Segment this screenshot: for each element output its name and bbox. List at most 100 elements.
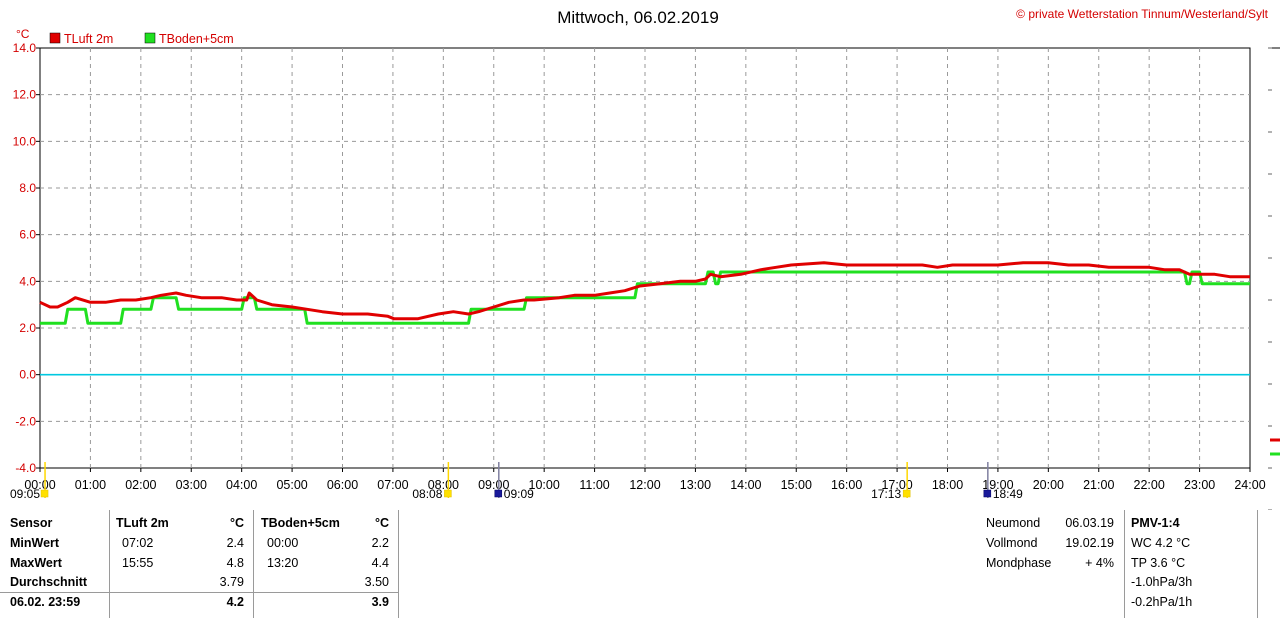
y-tick-label: 4.0: [19, 274, 36, 288]
y-tick-label: -4.0: [15, 461, 36, 475]
mondphase-label: Mondphase: [986, 556, 1052, 570]
x-tick-label: 03:00: [176, 478, 207, 492]
event-time-label: 09:05: [10, 487, 40, 501]
pmv-tp: TP 3.6 °C: [1131, 556, 1186, 570]
copyright-text: © private Wetterstation Tinnum/Westerlan…: [1016, 7, 1269, 21]
max-value-tluft: 4.8: [226, 556, 244, 570]
x-tick-label: 21:00: [1083, 478, 1114, 492]
pmv-title: PMV-1:4: [1131, 516, 1180, 530]
legend-swatch-tboden: [144, 32, 156, 44]
unit-tboden: °C: [374, 516, 389, 530]
x-tick-label: 22:00: [1134, 478, 1165, 492]
x-tick-label: 02:00: [125, 478, 156, 492]
x-tick-label: 12:00: [629, 478, 660, 492]
stats-labels: Sensor MinWert MaxWert Durchschnitt 06.0…: [10, 510, 106, 618]
series-lines: [39, 261, 1250, 325]
event-time-label: 18:49: [993, 487, 1023, 501]
label-min: MinWert: [10, 536, 60, 550]
x-tick-label: 11:00: [579, 478, 609, 492]
legend-label-tluft: TLuft 2m: [64, 32, 113, 46]
stats-tluft: TLuft 2m °C 07:02 2.4 15:55 4.8 3.79 4.2: [116, 510, 246, 618]
event-markers: 09:05 08:08 09:09 17:13 18:49: [10, 462, 1023, 501]
pmv-pressure-1h: -0.2hPa/1h: [1131, 595, 1193, 609]
divider: [398, 510, 399, 618]
event-time-label: 09:09: [504, 487, 534, 501]
pmv-wc: WC 4.2 °C: [1131, 536, 1191, 550]
neumond-value: 06.03.19: [1065, 516, 1114, 530]
x-tick-label: 20:00: [1033, 478, 1064, 492]
x-tick-label: 14:00: [730, 478, 761, 492]
min-value-tboden: 2.2: [371, 536, 389, 550]
y-tick-label: -2.0: [15, 414, 36, 428]
y-axis-label: °C: [16, 27, 30, 41]
y-tick-label: 8.0: [19, 181, 36, 195]
y-tick-label: 0.0: [19, 368, 36, 382]
label-sensor: Sensor: [10, 516, 53, 530]
event-time-label: 08:08: [412, 487, 442, 501]
y-axis: 14.0 12.0 10.0 8.0 6.0 4.0 2.0 0.0 -2.0 -4.0: [13, 41, 40, 475]
divider: [1124, 510, 1125, 618]
max-value-tboden: 4.4: [371, 556, 389, 570]
divider: [253, 510, 254, 618]
series-line-tluft-2m: [39, 261, 1250, 321]
x-tick-label: 15:00: [781, 478, 812, 492]
vollmond-value: 19.02.19: [1065, 536, 1114, 550]
x-tick-label: 19:00: [982, 478, 1013, 492]
x-tick-label: 09:00: [478, 478, 509, 492]
moon-icon: [983, 489, 992, 498]
sun-icon: [902, 489, 911, 498]
x-tick-label: 13:00: [680, 478, 711, 492]
legend-swatch-tluft: [49, 32, 61, 44]
chart-title: Mittwoch, 06.02.2019: [557, 8, 719, 27]
series-line-tboden-5cm: [40, 270, 1250, 325]
last-value-tboden: 3.9: [371, 595, 389, 609]
x-tick-label: 23:00: [1184, 478, 1215, 492]
label-last: 06.02. 23:59: [10, 595, 81, 609]
x-axis: 00:00 01:00 02:00 03:00 04:00 05:00 06:00 07:00…: [24, 468, 1266, 492]
min-value-tluft: 2.4: [226, 536, 244, 550]
y-tick-label: 12.0: [13, 88, 37, 102]
avg-value-tboden: 3.50: [364, 575, 389, 589]
legend-label-tboden: TBoden+5cm: [159, 32, 234, 46]
event-time-label: 17:13: [871, 487, 901, 501]
neumond-label: Neumond: [986, 516, 1041, 530]
divider: [109, 510, 110, 618]
x-tick-label: 24:00: [1234, 478, 1265, 492]
avg-value-tluft: 3.79: [219, 575, 244, 589]
stats-tboden: TBoden+5cm °C 00:00 2.2 13:20 4.4 3.50 3…: [261, 510, 391, 618]
sun-icon: [40, 489, 49, 498]
x-tick-label: 08:00: [428, 478, 459, 492]
last-value-tluft: 4.2: [226, 595, 244, 609]
divider: [0, 592, 398, 593]
header-tluft: TLuft 2m: [116, 516, 169, 530]
divider: [1257, 510, 1258, 618]
x-tick-label: 16:00: [831, 478, 862, 492]
moon-icon: [494, 489, 503, 498]
x-tick-label: 07:00: [377, 478, 408, 492]
pmv-info: PMV-1:4 WC 4.2 °C TP 3.6 °C -1.0hPa/3h -…: [1131, 510, 1253, 618]
min-time-tboden: 00:00: [267, 536, 299, 550]
x-tick-label: 17:00: [881, 478, 912, 492]
max-time-tluft: 15:55: [122, 556, 154, 570]
max-time-tboden: 13:20: [267, 556, 299, 570]
label-avg: Durchschnitt: [10, 575, 88, 589]
x-tick-label: 05:00: [276, 478, 307, 492]
pmv-pressure-3h: -1.0hPa/3h: [1131, 575, 1193, 589]
grid: [40, 48, 1250, 468]
x-tick-label: 01:00: [75, 478, 106, 492]
unit-tluft: °C: [229, 516, 244, 530]
temperature-chart: Mittwoch, 06.02.2019 © private Wettersta…: [10, 7, 1280, 510]
x-tick-label: 18:00: [932, 478, 963, 492]
sun-icon: [444, 489, 452, 498]
vollmond-label: Vollmond: [986, 536, 1038, 550]
y-tick-label: 6.0: [19, 228, 36, 242]
header-tboden: TBoden+5cm: [261, 516, 340, 530]
label-max: MaxWert: [10, 556, 62, 570]
mondphase-value: + 4%: [1085, 556, 1114, 570]
y-tick-label: 14.0: [13, 41, 37, 55]
y-tick-label: 10.0: [13, 134, 37, 148]
min-time-tluft: 07:02: [122, 536, 154, 550]
x-tick-label: 06:00: [327, 478, 358, 492]
x-tick-label: 00:00: [24, 478, 55, 492]
moon-info: Neumond 06.03.19 Vollmond 19.02.19 Mondp…: [986, 510, 1116, 618]
